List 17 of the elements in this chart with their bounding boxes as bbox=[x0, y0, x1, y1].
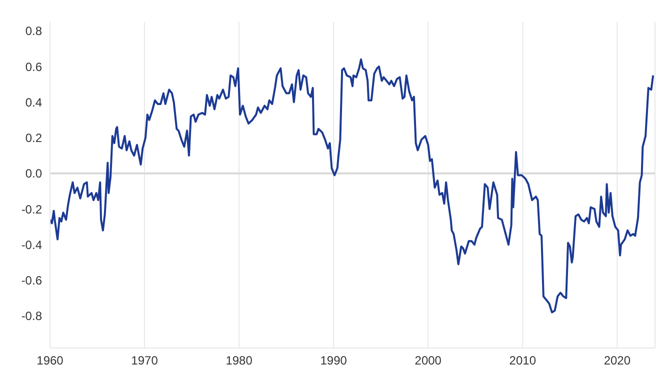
x-tick-label: 1960 bbox=[36, 354, 64, 368]
x-tick-label: 2020 bbox=[604, 354, 631, 368]
y-tick-label: 0.6 bbox=[25, 60, 42, 74]
y-tick-label: -0.6 bbox=[21, 274, 42, 288]
x-tick-label: 2010 bbox=[509, 354, 536, 368]
x-tick-label: 2000 bbox=[414, 354, 442, 368]
x-tick-label: 1990 bbox=[320, 354, 348, 368]
x-tick-label: 1980 bbox=[226, 354, 253, 368]
y-tick-label: 0.8 bbox=[25, 24, 42, 38]
y-tick-label: -0.8 bbox=[21, 309, 42, 324]
y-tick-label: 0.4 bbox=[25, 95, 42, 110]
y-tick-label: -0.4 bbox=[21, 238, 42, 252]
x-tick-label: 1970 bbox=[131, 354, 158, 368]
y-tick-label: 0.0 bbox=[25, 166, 42, 181]
y-tick-label: 0.2 bbox=[25, 131, 42, 146]
y-tick-label: -0.2 bbox=[21, 202, 42, 216]
line-series bbox=[50, 58, 654, 314]
